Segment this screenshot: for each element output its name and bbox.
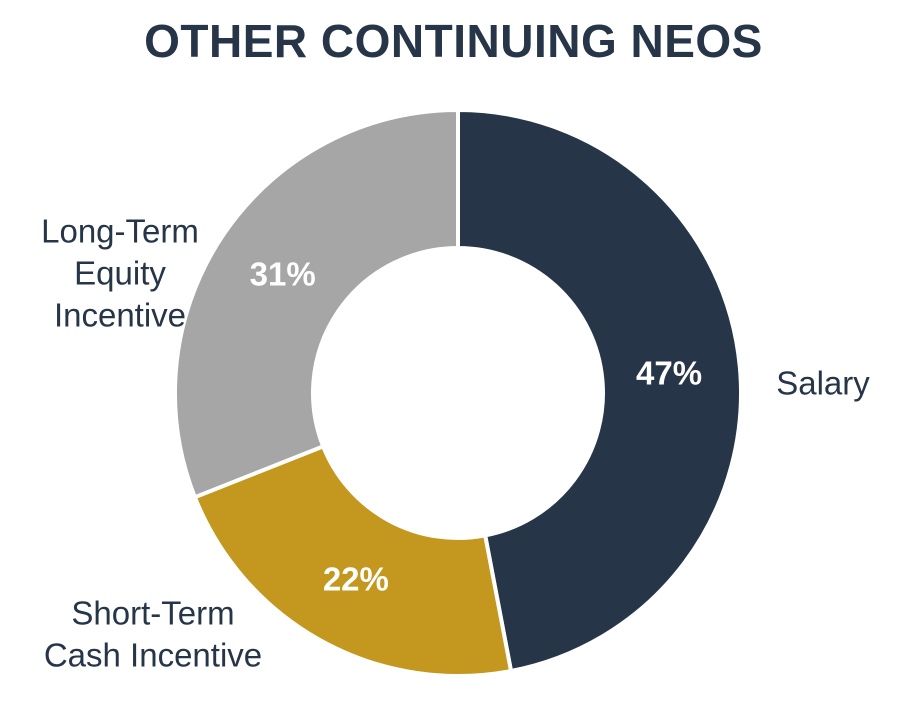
value-label-short-term-cash-incentive: 22%: [323, 560, 389, 597]
category-label-short-term-cash-incentive: Short-Term Cash Incentive: [44, 595, 262, 674]
category-labels-layer: Salary Short-Term Cash Incentive Long-Term E…: [41, 213, 870, 674]
category-label-line: Salary: [776, 365, 870, 402]
value-labels-layer: 47% 22% 31%: [250, 255, 702, 597]
slice-salary: [456, 107, 743, 674]
category-label-line: Short-Term: [71, 595, 234, 632]
category-label-line: Incentive: [54, 297, 186, 334]
category-label-salary: Salary: [776, 365, 870, 402]
slice-short-term-cash-incentive: [192, 443, 514, 678]
category-label-line: Equity: [74, 255, 166, 292]
chart-title: OTHER CONTINUING NEOS: [144, 15, 763, 67]
category-label-line: Cash Incentive: [44, 637, 262, 674]
value-label-salary: 47%: [636, 355, 702, 392]
category-label-line: Long-Term: [41, 213, 199, 250]
slices-layer: [173, 107, 743, 678]
value-label-long-term-equity-incentive: 31%: [250, 255, 316, 292]
category-label-long-term-equity-incentive: Long-Term Equity Incentive: [41, 213, 199, 334]
slice-long-term-equity-incentive: [173, 107, 460, 500]
